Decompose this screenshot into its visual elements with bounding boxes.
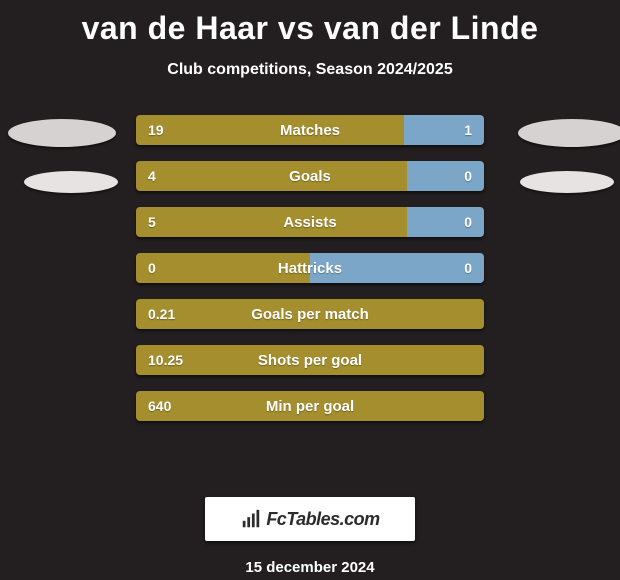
stat-row: 50Assists	[136, 207, 484, 237]
right-segment	[310, 253, 484, 283]
stat-row: 40Goals	[136, 161, 484, 191]
stat-row: 10.25Shots per goal	[136, 345, 484, 375]
left-segment	[136, 207, 407, 237]
left-segment	[136, 391, 484, 421]
bar-chart-icon	[240, 508, 262, 530]
fctables-logo: FcTables.com	[205, 497, 415, 541]
left-segment	[136, 299, 484, 329]
stat-row: 640Min per goal	[136, 391, 484, 421]
stat-row: 0.21Goals per match	[136, 299, 484, 329]
left-segment	[136, 115, 404, 145]
left-segment	[136, 345, 484, 375]
right-segment	[407, 207, 484, 237]
left-segment	[136, 253, 310, 283]
left-segment	[136, 161, 407, 191]
right-segment	[404, 115, 484, 145]
chart-date: 15 december 2024	[0, 559, 620, 576]
page-title: van de Haar vs van der Linde	[0, 0, 620, 47]
decor-ellipse	[518, 119, 620, 147]
stat-row: 00Hattricks	[136, 253, 484, 283]
decor-ellipse	[8, 119, 116, 147]
page-subtitle: Club competitions, Season 2024/2025	[0, 61, 620, 79]
decor-ellipse	[520, 171, 614, 193]
comparison-chart: 191Matches 40Goals 50Assists 00Hattricks 0.2…	[0, 113, 620, 473]
right-segment	[407, 161, 484, 191]
stat-row: 191Matches	[136, 115, 484, 145]
logo-text: FcTables.com	[266, 509, 379, 530]
decor-ellipse	[24, 171, 118, 193]
